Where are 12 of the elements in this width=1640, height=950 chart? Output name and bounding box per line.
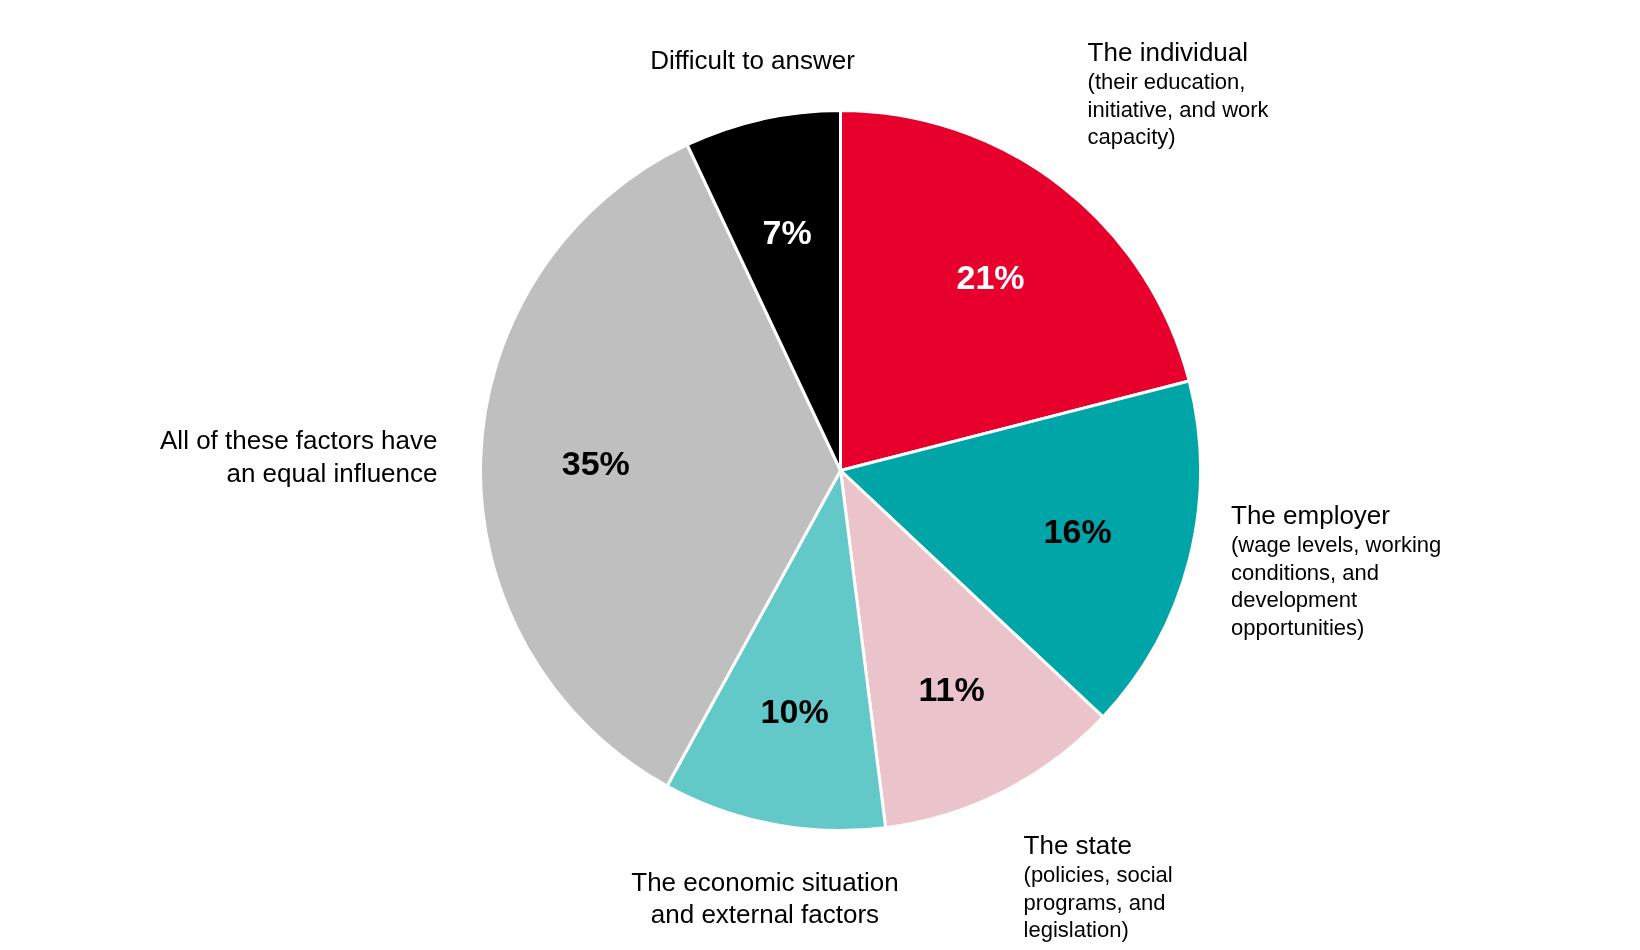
data-label: 21% — [956, 258, 1025, 297]
data-label: 7% — [762, 212, 812, 251]
data-label: 35% — [561, 443, 630, 482]
data-label: 10% — [760, 691, 829, 730]
data-label: 11% — [918, 669, 985, 708]
slice-label: The economic situation and external factors — [631, 866, 899, 930]
slice-label: The state (policies, social programs, and legislation) — [1023, 829, 1173, 943]
data-label: 16% — [1043, 512, 1112, 551]
slice-label: The individual (their education, initiative, and work capacity) — [1087, 36, 1270, 150]
slice-label: The employer (wage levels, working conditions, and development opportunities) — [1231, 499, 1442, 640]
slice-label: Difficult to answer — [650, 44, 856, 75]
slice-label: All of these factors have an equal influence — [160, 425, 438, 488]
